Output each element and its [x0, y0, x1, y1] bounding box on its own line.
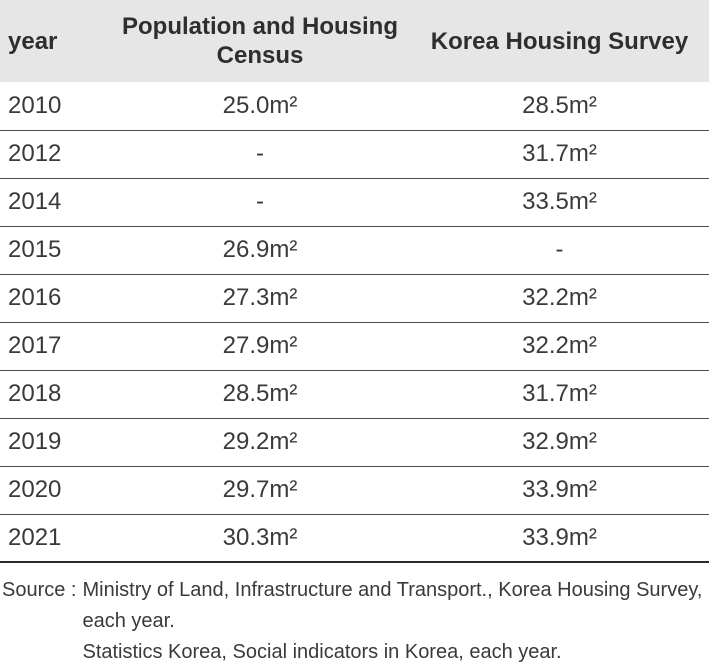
cell-year: 2012 — [0, 130, 110, 179]
cell-survey: 33.9m² — [410, 466, 709, 515]
cell-survey: 32.2m² — [410, 274, 709, 323]
housing-area-table: year Population and Housing Census Korea… — [0, 0, 709, 563]
source-line: Ministry of Land, Infrastructure and Tra… — [82, 579, 703, 632]
cell-census: - — [110, 178, 410, 227]
table-header: year Population and Housing Census Korea… — [0, 0, 709, 82]
table-row: 2016 27.3m² 32.2m² — [0, 274, 709, 323]
cell-year: 2016 — [0, 274, 110, 323]
cell-year: 2018 — [0, 370, 110, 419]
source-line: Statistics Korea, Social indicators in K… — [82, 641, 562, 663]
source-lines: Ministry of Land, Infrastructure and Tra… — [76, 575, 709, 668]
cell-year: 2020 — [0, 466, 110, 515]
table-row: 2012 - 31.7m² — [0, 130, 709, 179]
cell-census: 27.9m² — [110, 322, 410, 371]
header-year: year — [8, 27, 58, 55]
cell-year: 2021 — [0, 514, 110, 563]
table-row: 2010 25.0m² 28.5m² — [0, 82, 709, 131]
header-census-label: Population and Housing Census — [122, 13, 398, 69]
cell-survey: 33.9m² — [410, 514, 709, 563]
cell-survey: 32.9m² — [410, 418, 709, 467]
table-row: 2014 - 33.5m² — [0, 178, 709, 227]
cell-year: 2019 — [0, 418, 110, 467]
source-note: Source : Ministry of Land, Infrastructur… — [0, 575, 709, 668]
cell-census: 30.3m² — [110, 514, 410, 563]
table-row: 2020 29.7m² 33.9m² — [0, 466, 709, 515]
cell-survey: 32.2m² — [410, 322, 709, 371]
table-body: 2010 25.0m² 28.5m² 2012 - 31.7m² 2014 - … — [0, 82, 709, 563]
cell-census: 27.3m² — [110, 274, 410, 323]
table-row: 2018 28.5m² 31.7m² — [0, 370, 709, 419]
header-row: year Population and Housing Census Korea… — [0, 0, 709, 82]
cell-survey: 28.5m² — [410, 82, 709, 131]
cell-year: 2010 — [0, 82, 110, 131]
cell-survey: 33.5m² — [410, 178, 709, 227]
header-census: Population and Housing Census — [110, 0, 410, 82]
table-row: 2015 26.9m² - — [0, 226, 709, 275]
table-row: 2021 30.3m² 33.9m² — [0, 514, 709, 563]
cell-census: 26.9m² — [110, 226, 410, 275]
cell-census: - — [110, 130, 410, 179]
cell-year: 2014 — [0, 178, 110, 227]
cell-year: 2015 — [0, 226, 110, 275]
cell-census: 29.7m² — [110, 466, 410, 515]
table-row: 2017 27.9m² 32.2m² — [0, 322, 709, 371]
cell-census: 29.2m² — [110, 418, 410, 467]
cell-survey: - — [410, 226, 709, 275]
cell-survey: 31.7m² — [410, 130, 709, 179]
cell-year: 2017 — [0, 322, 110, 371]
table-row: 2019 29.2m² 32.9m² — [0, 418, 709, 467]
cell-census: 28.5m² — [110, 370, 410, 419]
source-label: Source : — [2, 579, 77, 601]
header-survey: Korea Housing Survey — [430, 27, 689, 55]
cell-census: 25.0m² — [110, 82, 410, 131]
cell-survey: 31.7m² — [410, 370, 709, 419]
